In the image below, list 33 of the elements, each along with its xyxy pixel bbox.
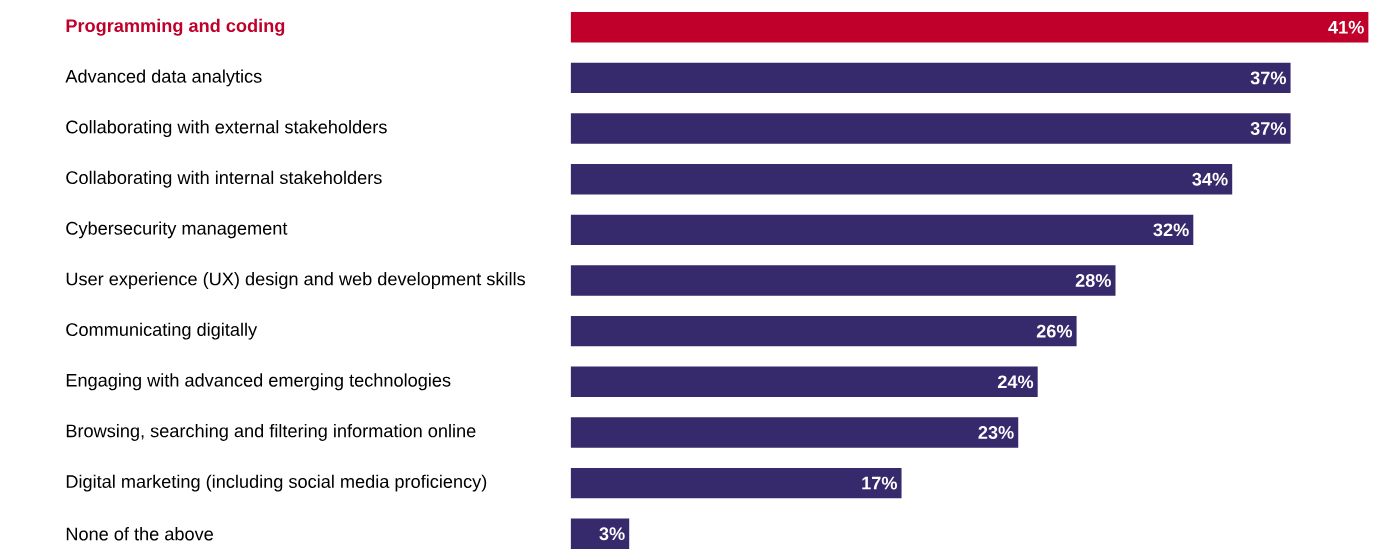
data-label: 3%: [599, 527, 625, 541]
bar: [570, 62, 1291, 94]
bar: [570, 12, 1369, 43]
y-tick-label: Communicating digitally: [66, 322, 258, 340]
y-tick-label: None of the above: [66, 527, 213, 541]
data-label: 34%: [1192, 172, 1228, 186]
bar: [570, 265, 1116, 296]
y-tick-label: Advanced data analytics: [65, 69, 262, 87]
data-label: 24%: [997, 375, 1034, 389]
data-label: 17%: [862, 476, 898, 490]
bar: [570, 518, 630, 550]
y-tick-label: User experience (UX) design and web development skills: [66, 272, 526, 290]
bar: [570, 417, 1019, 448]
data-label: 37%: [1250, 71, 1287, 85]
data-label: 26%: [1036, 324, 1073, 338]
y-tick-label: Collaborating with external stakeholders: [66, 120, 387, 138]
bar: [570, 113, 1291, 144]
y-tick-label: Programming and coding: [66, 18, 285, 36]
data-label: 32%: [1153, 223, 1189, 237]
data-label: 23%: [978, 426, 1014, 440]
bar: [570, 366, 1038, 398]
data-label: 28%: [1075, 274, 1111, 288]
bar: [570, 316, 1077, 347]
bar: [570, 164, 1233, 195]
y-tick-label: Browsing, searching and filtering information online: [66, 424, 476, 442]
y-tick-label: Collaborating with internal stakeholders: [66, 170, 382, 188]
y-tick-label: Engaging with advanced emerging technologies: [66, 373, 451, 391]
bar: [570, 468, 902, 499]
bar: [570, 214, 1194, 246]
data-label: 41%: [1328, 20, 1364, 34]
y-tick-label: Digital marketing (including social media proficiency): [66, 474, 487, 492]
y-tick-label: Cybersecurity management: [66, 221, 288, 239]
data-label: 37%: [1250, 122, 1287, 136]
